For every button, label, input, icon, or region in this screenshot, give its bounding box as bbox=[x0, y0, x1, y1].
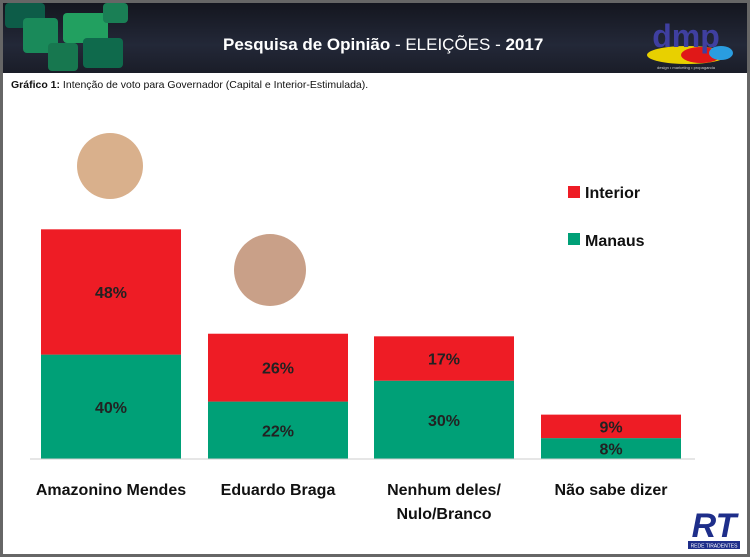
data-label: 48% bbox=[95, 285, 127, 302]
legend-swatch-manaus bbox=[568, 233, 580, 245]
data-label: 9% bbox=[599, 419, 622, 436]
data-label: 8% bbox=[599, 442, 622, 459]
bar-manaus bbox=[374, 380, 514, 459]
data-label: 30% bbox=[428, 413, 460, 430]
svg-text:REDE TIRADENTES: REDE TIRADENTES bbox=[691, 544, 739, 550]
dmp-logo: dmp design • marketing • propaganda bbox=[647, 18, 733, 70]
legend-label-manaus: Manaus bbox=[585, 233, 645, 250]
data-label: 26% bbox=[262, 361, 294, 378]
category-label: Nulo/Branco bbox=[396, 506, 491, 523]
svg-text:design • marketing • propagand: design • marketing • propaganda bbox=[657, 65, 716, 70]
chart-subtitle: Gráfico 1: Intenção de voto para Governa… bbox=[11, 79, 369, 91]
candidate-photo-eduardo bbox=[234, 234, 306, 306]
legend-label-interior: Interior bbox=[585, 185, 640, 202]
header-title: Pesquisa de Opinião - ELEIÇÕES - 2017 bbox=[223, 35, 544, 54]
bar-manaus bbox=[41, 354, 181, 459]
legend-swatch-interior bbox=[568, 186, 580, 198]
category-label: Amazonino Mendes bbox=[36, 482, 186, 499]
bar-manaus bbox=[541, 438, 681, 459]
category-label: Eduardo Braga bbox=[221, 482, 336, 499]
category-label: Não sabe dizer bbox=[555, 482, 668, 499]
rt-logo: RT REDE TIRADENTES bbox=[684, 506, 744, 552]
svg-text:RT: RT bbox=[692, 507, 740, 545]
svg-text:dmp: dmp bbox=[652, 18, 720, 54]
category-label: Nenhum deles/ bbox=[387, 482, 501, 499]
data-label: 17% bbox=[428, 352, 460, 369]
bar-interior bbox=[41, 229, 181, 355]
bar-manaus bbox=[208, 401, 348, 459]
data-label: 22% bbox=[262, 423, 294, 440]
bar-interior bbox=[541, 414, 681, 439]
header-banner: Pesquisa de Opinião - ELEIÇÕES - 2017 dm… bbox=[3, 3, 747, 73]
data-label: 40% bbox=[95, 400, 127, 417]
bar-interior bbox=[208, 333, 348, 402]
bar-interior bbox=[374, 336, 514, 381]
candidate-photo-amazonino bbox=[77, 133, 143, 199]
